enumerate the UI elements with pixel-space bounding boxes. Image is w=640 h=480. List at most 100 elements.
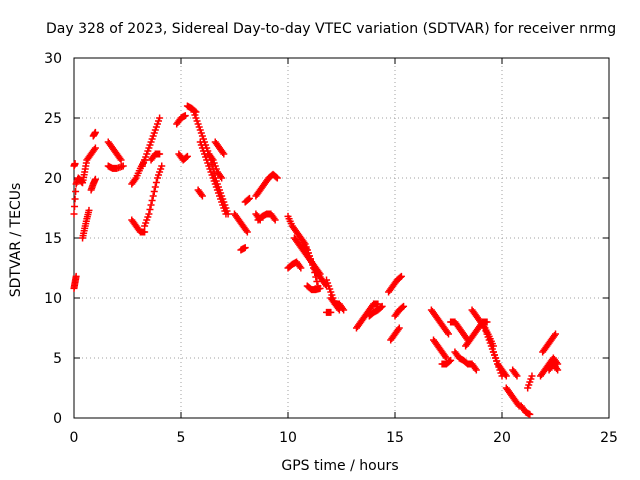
- data-point: [219, 149, 227, 156]
- series-arc-05: [87, 175, 99, 194]
- data-point: [340, 306, 348, 314]
- x-tick-label: 20: [493, 430, 511, 446]
- data-point: [374, 300, 382, 308]
- series-arc-24: [241, 194, 253, 206]
- data-point: [150, 188, 158, 195]
- data-point: [554, 366, 562, 374]
- series-arc-27: [252, 210, 264, 224]
- series-arc-45: [447, 318, 472, 344]
- data-point: [270, 215, 278, 222]
- data-point: [72, 272, 80, 280]
- data-point: [377, 303, 385, 311]
- data-point: [151, 183, 159, 191]
- data-point: [218, 174, 226, 182]
- y-tick-label: 15: [44, 231, 62, 247]
- series-arc-43: [430, 336, 450, 362]
- chart-title: Day 328 of 2023, Sidereal Day-to-day VTE…: [46, 21, 616, 37]
- series-arc-50: [489, 348, 510, 380]
- series-arc-03: [70, 160, 79, 170]
- data-point: [149, 192, 157, 200]
- series-arc-46: [451, 348, 480, 374]
- data-point: [152, 179, 160, 186]
- data-point: [208, 155, 216, 162]
- data-point: [158, 162, 166, 170]
- data-point: [297, 264, 305, 272]
- y-tick-label: 20: [44, 171, 62, 187]
- data-point: [245, 194, 253, 202]
- data-point: [198, 192, 206, 200]
- data-point: [447, 356, 455, 364]
- data-point: [513, 372, 521, 380]
- data-point: [502, 372, 510, 380]
- data-point: [242, 227, 250, 234]
- data-point: [271, 216, 279, 224]
- series-arc-11: [138, 114, 164, 170]
- series-arc-09: [128, 216, 149, 236]
- series-arc-21: [211, 138, 228, 158]
- data-point: [514, 401, 522, 408]
- series-arc-04: [79, 206, 93, 242]
- data-point: [445, 330, 452, 338]
- grid-layer: [74, 58, 609, 418]
- series-arc-07: [104, 138, 125, 164]
- data-point: [255, 215, 263, 222]
- series-arc-38: [365, 302, 386, 320]
- data-point: [146, 206, 154, 213]
- data-point: [119, 162, 127, 170]
- data-point: [501, 371, 509, 378]
- data-point: [148, 197, 156, 204]
- data-point: [400, 302, 408, 310]
- data-point: [156, 114, 164, 122]
- series-arc-41: [391, 302, 408, 320]
- series-arc-51: [502, 384, 523, 410]
- data-point: [378, 302, 386, 310]
- data-point: [243, 228, 251, 236]
- data-point: [220, 150, 228, 158]
- y-tick-label: 30: [44, 51, 62, 67]
- y-tick-label: 25: [44, 111, 62, 127]
- data-point: [553, 365, 561, 372]
- series-arc-23: [237, 244, 249, 254]
- data-point: [526, 410, 534, 418]
- data-point: [85, 206, 93, 214]
- series-arc-39: [385, 272, 405, 296]
- series-arc-02: [70, 272, 80, 292]
- data-point: [91, 175, 99, 183]
- data-point: [313, 278, 321, 285]
- data-point: [71, 195, 79, 203]
- series-arc-13: [147, 150, 164, 164]
- x-tick-label: 5: [177, 430, 186, 446]
- data-point: [398, 303, 406, 311]
- series-arc-19: [205, 150, 226, 182]
- data-point: [471, 365, 479, 372]
- x-tick-label: 10: [279, 430, 297, 446]
- series-arc-35: [327, 294, 348, 314]
- data-point: [222, 210, 230, 218]
- series-arc-26: [254, 210, 279, 224]
- data-point: [147, 201, 155, 209]
- data-point: [117, 156, 125, 164]
- data-point: [256, 216, 264, 224]
- data-point: [442, 354, 450, 362]
- series-arc-28: [284, 258, 305, 272]
- data-point: [480, 323, 488, 330]
- data-point: [395, 324, 403, 332]
- series-arc-56: [539, 330, 559, 356]
- data-point: [394, 326, 402, 333]
- data-point: [472, 366, 480, 374]
- data-point: [182, 153, 190, 161]
- y-tick-label: 0: [53, 411, 62, 427]
- data-point: [70, 210, 78, 218]
- data-point: [91, 128, 99, 136]
- data-point: [302, 245, 310, 252]
- series-arc-06: [89, 128, 99, 140]
- data-point: [397, 272, 405, 280]
- data-point: [446, 357, 454, 365]
- series-arc-40: [387, 324, 403, 344]
- data-point: [528, 372, 536, 380]
- series-arc-15: [175, 150, 191, 164]
- data-point: [131, 176, 139, 183]
- data-point: [145, 210, 153, 218]
- data-point: [244, 195, 252, 203]
- data-point: [183, 152, 191, 160]
